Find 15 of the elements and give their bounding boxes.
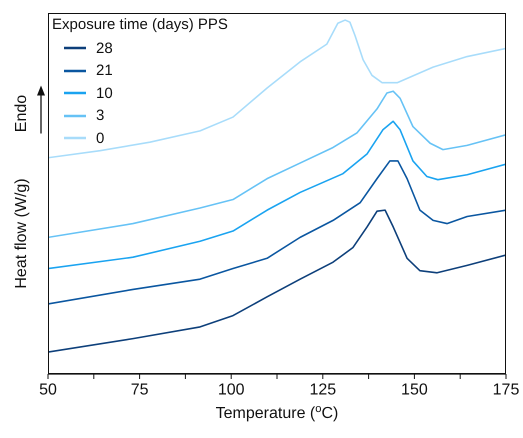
x-tick-label: 75	[130, 381, 149, 398]
legend-label: 21	[96, 62, 113, 80]
legend-label: 10	[96, 84, 113, 102]
x-axis-title: Temperature ($^{o}$C)	[216, 403, 338, 422]
x-tick-label: 100	[218, 381, 245, 398]
x-tick-label: 175	[492, 381, 520, 398]
legend-label: 0	[96, 130, 104, 147]
legend-title: Exposure time (days) PPS	[52, 16, 228, 33]
legend-label: 28	[96, 40, 113, 57]
text: Endo	[13, 94, 30, 132]
y-axis-title: Heat flow (W/g)	[13, 178, 30, 289]
x-tick-label: 125	[309, 381, 336, 398]
x-tick-label: 50	[39, 381, 57, 398]
legend-label: 3	[96, 107, 104, 124]
x-tick-label: 150	[401, 381, 428, 398]
